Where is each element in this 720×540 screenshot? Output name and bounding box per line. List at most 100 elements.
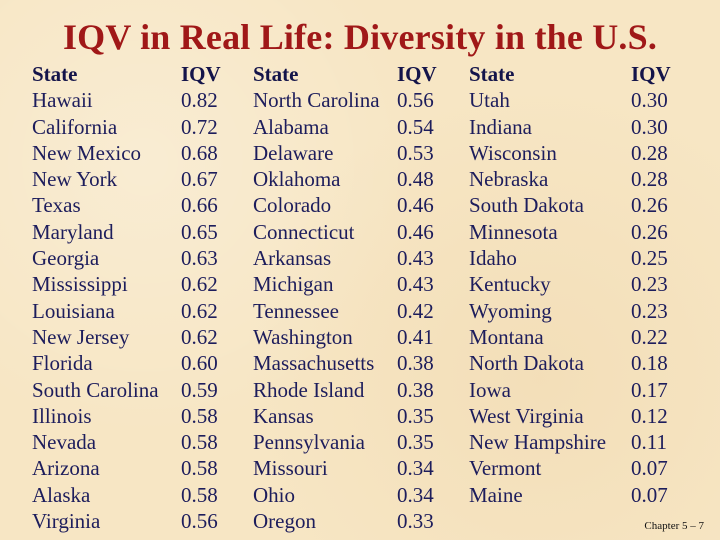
iqv-value: 0.46 [397, 219, 434, 244]
state-name: Alabama [253, 114, 329, 139]
iqv-column-3: IQV 0.30 0.30 0.28 0.28 0.26 0.26 0.25 0.23 0.23 0… [631, 61, 671, 508]
state-header: State [253, 62, 299, 86]
state-name: Florida [32, 351, 93, 376]
iqv-value: 0.11 [631, 430, 667, 455]
iqv-column-1: IQV 0.82 0.72 0.68 0.67 0.66 0.65 0.63 0.62 0.62 0… [181, 61, 221, 534]
state-name: New Hampshire [469, 430, 607, 455]
iqv-value: 0.17 [631, 377, 668, 402]
state-name: New Mexico [32, 140, 142, 165]
state-name: New York [32, 167, 118, 192]
iqv-value: 0.46 [397, 193, 434, 218]
iqv-value: 0.34 [397, 482, 434, 507]
state-column-1: State Hawaii California New Mexico New York T… [32, 61, 159, 534]
state-name: Vermont [469, 456, 542, 481]
iqv-value: 0.30 [631, 114, 668, 139]
iqv-value: 0.60 [181, 351, 218, 376]
iqv-value: 0.53 [397, 140, 434, 165]
state-column-3: State Utah Indiana Wisconsin Nebraska South D… [469, 61, 606, 508]
state-name: West Virginia [469, 403, 584, 428]
state-name: Idaho [469, 246, 517, 271]
state-name: Hawaii [32, 88, 93, 113]
iqv-value: 0.41 [397, 324, 434, 349]
state-name: Michigan [253, 272, 334, 297]
slide-title: IQV in Real Life: Diversity in the U.S. [62, 17, 658, 57]
state-name: Oklahoma [253, 167, 341, 192]
iqv-header: IQV [181, 62, 221, 86]
iqv-value: 0.07 [631, 456, 668, 481]
state-name: Minnesota [469, 219, 558, 244]
state-name: Arkansas [253, 246, 332, 271]
state-name: Tennessee [253, 298, 339, 323]
iqv-value: 0.12 [631, 403, 668, 428]
iqv-column-2: IQV 0.56 0.54 0.53 0.48 0.46 0.46 0.43 0.43 0.42 0… [397, 61, 437, 534]
iqv-value: 0.48 [397, 167, 434, 192]
iqv-value: 0.62 [181, 324, 218, 349]
iqv-value: 0.62 [181, 298, 218, 323]
state-header: State [469, 62, 515, 86]
state-name: South Dakota [469, 193, 584, 218]
state-name: Montana [469, 324, 544, 349]
state-name: New Jersey [32, 324, 130, 349]
state-name: Illinois [32, 403, 92, 428]
state-name: Mississippi [32, 272, 128, 297]
state-name: Arizona [32, 456, 100, 481]
iqv-value: 0.63 [181, 246, 218, 271]
iqv-value: 0.43 [397, 246, 434, 271]
state-name: Virginia [32, 509, 101, 534]
state-name: Connecticut [253, 219, 355, 244]
iqv-value: 0.28 [631, 167, 668, 192]
state-name: Texas [32, 193, 81, 218]
state-name: Delaware [253, 140, 334, 165]
state-name: Kansas [253, 403, 314, 428]
state-name: Nevada [32, 430, 97, 455]
state-name: California [32, 114, 118, 139]
iqv-value: 0.26 [631, 219, 668, 244]
iqv-value: 0.30 [631, 88, 668, 113]
iqv-value: 0.56 [181, 509, 218, 534]
state-name: Maine [469, 482, 523, 507]
iqv-value: 0.56 [397, 88, 434, 113]
state-name: Indiana [469, 114, 532, 139]
iqv-value: 0.26 [631, 193, 668, 218]
iqv-value: 0.25 [631, 246, 668, 271]
iqv-header: IQV [397, 62, 437, 86]
state-name: Colorado [253, 193, 332, 218]
state-name: Massachusetts [253, 351, 375, 376]
iqv-tables: State Hawaii California New Mexico New York T… [0, 61, 720, 536]
iqv-value: 0.42 [397, 298, 434, 323]
iqv-value: 0.35 [397, 403, 434, 428]
iqv-value: 0.67 [181, 167, 218, 192]
state-name: Oregon [253, 509, 316, 534]
state-name: Pennsylvania [253, 430, 365, 455]
state-name: Kentucky [469, 272, 551, 297]
state-name: Maryland [32, 219, 114, 244]
iqv-value: 0.33 [397, 509, 434, 534]
iqv-value: 0.35 [397, 430, 434, 455]
state-header: State [32, 62, 78, 86]
iqv-value: 0.07 [631, 482, 668, 507]
state-name: Wisconsin [469, 140, 557, 165]
state-name: North Dakota [469, 351, 584, 376]
iqv-value: 0.58 [181, 430, 218, 455]
state-name: Alaska [32, 482, 91, 507]
iqv-value: 0.23 [631, 272, 668, 297]
iqv-value: 0.58 [181, 403, 218, 428]
iqv-value: 0.43 [397, 272, 434, 297]
state-name: Rhode Island [253, 377, 365, 402]
state-name: South Carolina [32, 377, 159, 402]
chapter-footer: Chapter 5 – 7 [644, 520, 704, 532]
iqv-value: 0.54 [397, 114, 434, 139]
state-name: Georgia [32, 246, 100, 271]
iqv-value: 0.58 [181, 482, 218, 507]
state-column-2: State North Carolina Alabama Delaware Oklaho… [253, 61, 380, 534]
iqv-value: 0.82 [181, 88, 218, 113]
state-name: Washington [253, 324, 353, 349]
state-name: Utah [469, 88, 510, 113]
state-name: North Carolina [253, 88, 380, 113]
state-name: Wyoming [469, 298, 552, 323]
iqv-value: 0.72 [181, 114, 218, 139]
iqv-value: 0.68 [181, 140, 218, 165]
iqv-value: 0.58 [181, 456, 218, 481]
iqv-value: 0.38 [397, 351, 434, 376]
iqv-value: 0.23 [631, 298, 668, 323]
